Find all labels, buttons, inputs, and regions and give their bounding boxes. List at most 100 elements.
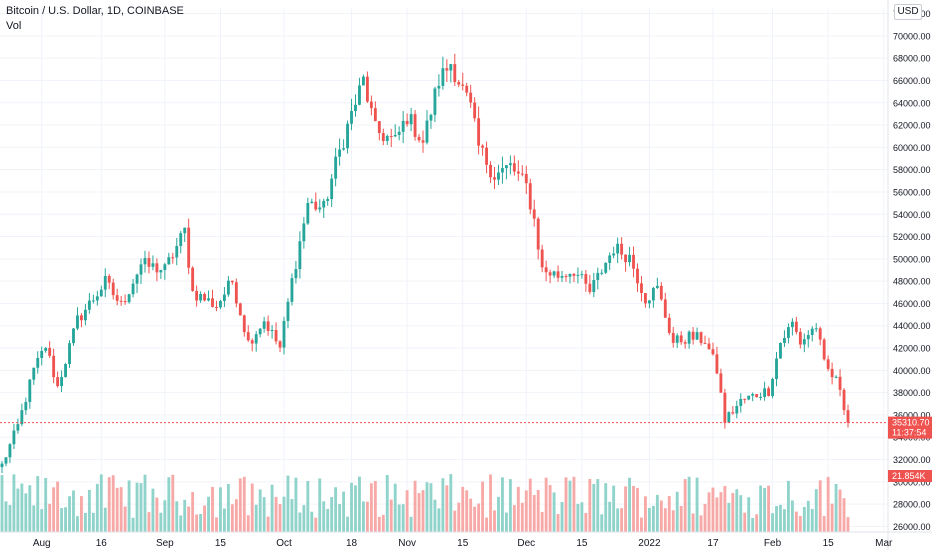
candle-body xyxy=(48,347,52,356)
volume-bar xyxy=(354,485,357,532)
volume-bar xyxy=(798,515,802,532)
volume-bar xyxy=(286,475,290,532)
volume-legend-label[interactable]: Vol xyxy=(6,20,22,32)
volume-bar xyxy=(719,492,723,532)
volume-bar xyxy=(258,489,262,532)
candle-body xyxy=(413,114,417,137)
volume-bar xyxy=(691,513,695,532)
currency-button[interactable]: USD xyxy=(894,4,922,20)
volume-bar xyxy=(44,478,48,532)
candle-body xyxy=(195,290,199,301)
candle-body xyxy=(139,264,143,275)
x-tick-label: 15 xyxy=(576,538,588,549)
volume-bar xyxy=(262,497,266,532)
volume-bars xyxy=(0,474,850,532)
candle-body xyxy=(127,294,131,303)
x-tick-label: 16 xyxy=(96,538,108,549)
candle-body xyxy=(814,328,818,330)
volume-bar xyxy=(334,487,338,532)
volume-bar xyxy=(195,514,199,532)
volume-bar xyxy=(362,501,365,532)
candle-body xyxy=(691,331,695,340)
volume-bar xyxy=(322,501,326,532)
volume-bar xyxy=(699,515,703,532)
volume-bar xyxy=(485,517,488,532)
volume-bar xyxy=(373,481,377,532)
volume-bar xyxy=(441,478,445,532)
volume-bar xyxy=(624,486,628,532)
candle-body xyxy=(222,294,226,301)
candle-body xyxy=(409,114,413,125)
volume-bar xyxy=(679,505,683,532)
candle-body xyxy=(739,398,743,407)
volume-tag-value: 21.854K xyxy=(892,471,926,481)
volume-bar xyxy=(143,474,147,532)
candle-body xyxy=(234,282,238,304)
candle-body xyxy=(83,309,87,321)
candle-body xyxy=(493,177,496,180)
volume-bar xyxy=(226,483,230,532)
volume-bar xyxy=(270,484,274,532)
candle-body xyxy=(584,274,588,284)
candle-body xyxy=(52,355,56,378)
candle-body xyxy=(350,110,353,124)
volume-bar xyxy=(48,503,52,532)
y-tick-label: 40000.00 xyxy=(893,366,931,376)
volume-bar xyxy=(369,483,373,532)
candle-body xyxy=(846,410,850,423)
volume-bar xyxy=(238,478,242,532)
candle-body xyxy=(286,301,290,321)
candle-body xyxy=(266,321,270,332)
volume-bar xyxy=(671,510,675,532)
candle-body xyxy=(647,300,651,304)
volume-bar xyxy=(497,496,500,532)
price-axis[interactable]: 26000.0028000.0030000.0032000.0034000.00… xyxy=(887,0,931,550)
volume-bar xyxy=(552,492,556,532)
volume-bar xyxy=(620,508,624,532)
candle-body xyxy=(119,300,123,302)
volume-bar xyxy=(127,480,131,532)
candle-body xyxy=(806,335,810,340)
candle-body xyxy=(310,201,314,203)
volume-bar xyxy=(215,517,218,532)
volume-bar xyxy=(751,517,755,532)
volume-bar xyxy=(790,500,794,532)
volume-bar xyxy=(36,476,40,532)
volume-bar xyxy=(282,496,286,532)
volume-bar xyxy=(385,475,389,532)
volume-bar xyxy=(183,499,187,532)
candle-body xyxy=(485,147,488,165)
volume-bar xyxy=(540,512,544,532)
volume-bar xyxy=(703,503,707,532)
volume-bar xyxy=(596,479,600,532)
volume-bar xyxy=(4,501,8,532)
time-axis[interactable]: Aug 16 Sep 15 Oct 18 Nov 15 Dec 15 2022 17 Feb 15 Mar xyxy=(0,531,932,549)
candle-body xyxy=(151,263,155,267)
candle-body xyxy=(600,272,604,274)
candle-body xyxy=(95,296,99,301)
candle-body xyxy=(667,317,671,333)
volume-bar xyxy=(338,504,342,532)
candle-body xyxy=(755,394,759,398)
candle-body xyxy=(640,283,643,294)
volume-bar xyxy=(381,514,385,532)
volume-bar xyxy=(576,503,580,532)
x-tick-label: Aug xyxy=(33,538,51,549)
candle-body xyxy=(397,131,401,135)
candle-body xyxy=(32,367,36,380)
candle-body xyxy=(199,293,203,301)
volume-bar xyxy=(572,476,576,532)
volume-bar xyxy=(723,485,727,532)
candle-body xyxy=(655,285,659,288)
candlesticks xyxy=(0,53,850,473)
candle-body xyxy=(572,273,576,276)
y-tick-label: 60000.00 xyxy=(893,143,931,153)
symbol-title[interactable]: Bitcoin / U.S. Dollar, 1D, COINBASE xyxy=(6,5,184,17)
candle-body xyxy=(723,392,727,423)
candle-body xyxy=(469,92,473,103)
volume-bar xyxy=(695,477,699,532)
volume-bar xyxy=(12,474,16,532)
volume-bar xyxy=(346,516,349,532)
candle-body xyxy=(497,172,500,180)
